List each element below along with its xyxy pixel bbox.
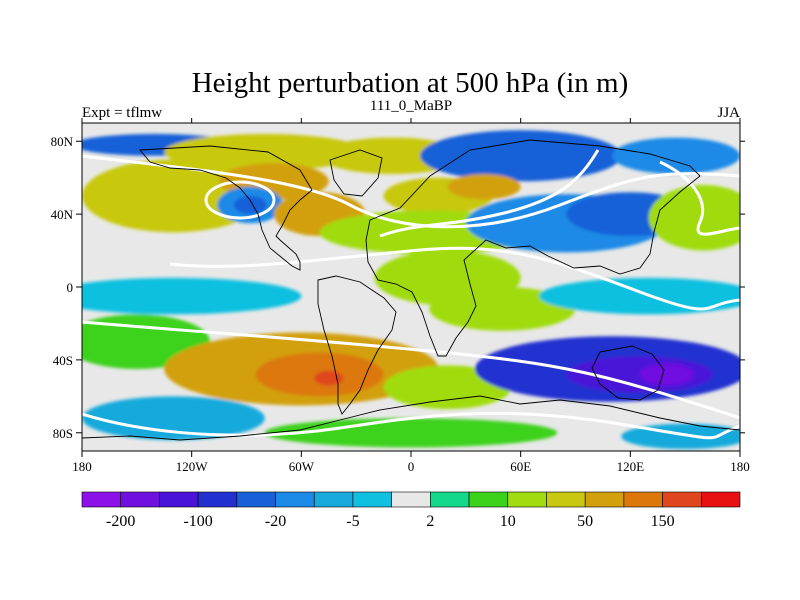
colorbar-box: [700, 491, 741, 508]
north-america-outline: [139, 145, 313, 271]
x-tick-label: 120W: [176, 459, 209, 474]
colorbar-box: [313, 491, 354, 508]
field-region-28: [639, 363, 695, 386]
left-string: Expt = tflmw: [82, 105, 162, 121]
x-tick-label: 60E: [510, 459, 531, 474]
y-tick-label: 0: [67, 280, 74, 295]
x-tick-label: 0: [408, 459, 415, 474]
colorbar-box: [197, 491, 238, 508]
colorbar-box: [120, 491, 160, 508]
greenland-outline: [329, 149, 383, 197]
field-region-29: [264, 418, 558, 448]
colorbar-box: [623, 491, 663, 508]
colorbar-box: [236, 491, 276, 508]
zero-contour: [82, 411, 740, 440]
field-region-23: [314, 370, 344, 386]
colorbar-box: [507, 491, 547, 508]
continent-outlines: [82, 139, 740, 441]
x-tick-label: 180: [730, 459, 750, 474]
colorbar-label: 10: [500, 513, 516, 530]
y-tick-label: 40N: [51, 207, 74, 222]
map-panel: [82, 123, 740, 451]
colorbar-label: -20: [265, 513, 286, 530]
field-region-4: [612, 137, 740, 175]
zero-contour: [379, 149, 600, 238]
zero-contour: [82, 320, 740, 420]
chart-title: Height perturbation at 500 hPa (in m): [192, 67, 629, 99]
colorbar-box: [81, 491, 122, 508]
field-region-15: [648, 184, 740, 251]
colorbar-box: [662, 491, 702, 508]
colorbar-label: 2: [426, 513, 434, 530]
colorbar-label: 50: [577, 513, 593, 530]
center-string: 111_0_MaBP: [370, 98, 452, 114]
colorbar-box: [275, 491, 315, 508]
colorbar-box: [468, 491, 509, 508]
colorbar: -200 -100 -20 -5 2 10 50 150: [81, 491, 741, 530]
field-region-8: [233, 195, 267, 215]
field-region-19: [538, 277, 740, 315]
zero-contour: [169, 246, 740, 311]
field-region-18: [429, 287, 576, 331]
y-axis: 80N 40N 0 40S 80S: [51, 134, 745, 441]
field-region-11: [447, 174, 521, 200]
x-tick-label: 180: [72, 459, 92, 474]
field-region-3: [420, 130, 622, 182]
australia-outline: [591, 345, 665, 401]
antarctica-outline: [82, 395, 740, 441]
africa-eurasia-outline: [365, 139, 701, 357]
right-string: JJA: [717, 105, 740, 121]
zero-contour: [204, 180, 276, 220]
x-tick-label: 60W: [289, 459, 315, 474]
colorbar-box: [352, 491, 392, 508]
south-america-outline: [317, 275, 397, 415]
x-tick-label: 120E: [617, 459, 645, 474]
colorbar-box: [430, 491, 470, 508]
field-region-17: [82, 277, 302, 315]
y-tick-label: 80S: [53, 426, 73, 441]
colorbar-label: 150: [651, 513, 675, 530]
zero-contour: [659, 160, 740, 236]
colorbar-box: [391, 491, 431, 508]
y-tick-label: 40S: [53, 353, 73, 368]
colorbar-label: -5: [346, 513, 359, 530]
colorbar-label: -100: [183, 513, 212, 530]
colorbar-box: [584, 491, 625, 508]
colorbar-label: -200: [106, 513, 135, 530]
x-axis: 180 120W 60W 0 60E 120E 180: [72, 118, 750, 474]
zero-contour-lines: [82, 149, 740, 440]
colorbar-box: [159, 491, 199, 508]
field-region-1: [164, 133, 366, 171]
field-region-24: [82, 396, 265, 441]
colorbar-box: [546, 491, 586, 508]
y-tick-label: 80N: [51, 134, 74, 149]
